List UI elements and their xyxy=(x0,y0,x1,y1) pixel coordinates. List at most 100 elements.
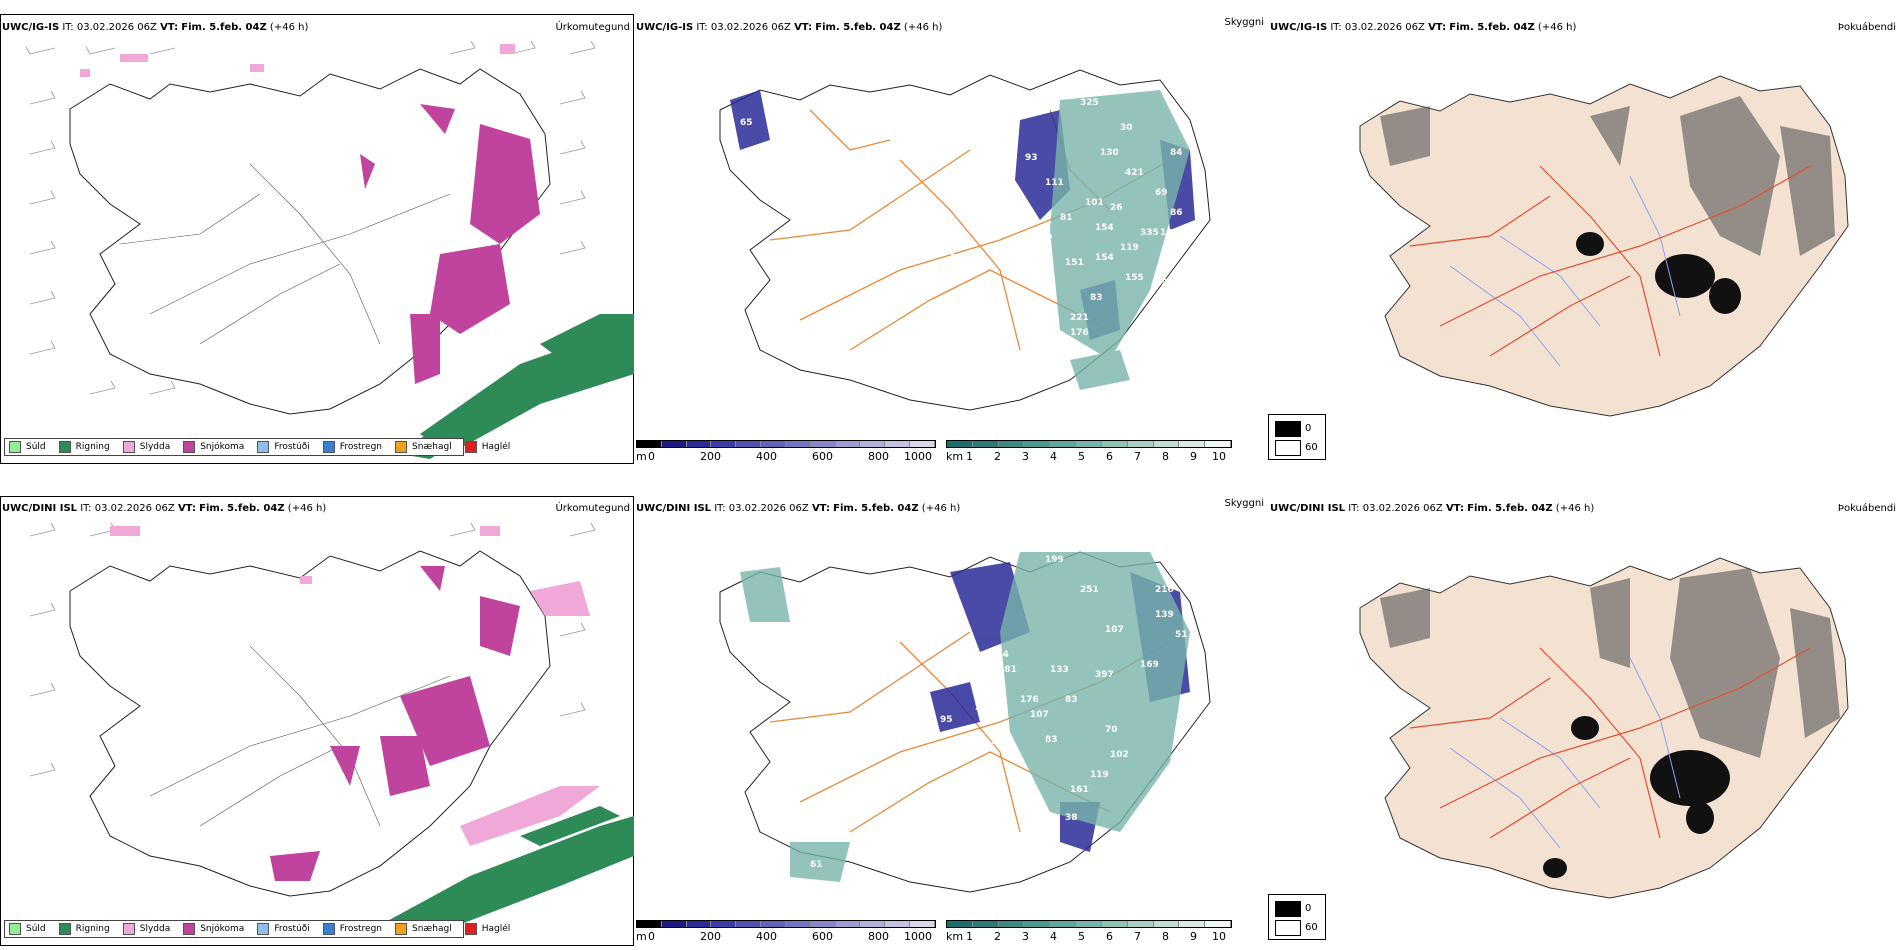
precip-panel-row1: Súld Rigning Slydda Snjókoma Frostúði Fr… xyxy=(0,14,634,464)
precip-title-row1: UWC/IG-IS IT: 03.02.2026 06Z VT: Fim. 5.… xyxy=(2,22,309,33)
snow-areas xyxy=(360,104,540,384)
svg-text:154: 154 xyxy=(1095,223,1114,233)
iceland-outline xyxy=(719,69,1211,411)
snow-areas xyxy=(270,566,520,881)
svg-text:77: 77 xyxy=(958,625,971,635)
svg-text:216: 216 xyxy=(1155,585,1174,595)
legend-item-rigning: Rigning xyxy=(58,441,110,453)
cloud-title-row1: UWC/IG-IS IT: 03.02.2026 06Z VT: Fim. 5.… xyxy=(636,22,943,33)
svg-text:118: 118 xyxy=(950,253,969,263)
legend-item-snaehagl: Snæhagl xyxy=(395,441,452,453)
svg-text:181: 181 xyxy=(998,665,1017,675)
svg-text:84: 84 xyxy=(1170,148,1183,158)
cloud-teal-areas xyxy=(1050,90,1190,390)
fog-legend-row2: 0 60 xyxy=(1268,894,1326,940)
visibility-colorbar-row1: km 1 2 3 4 5 6 7 8 9 10 xyxy=(946,440,1232,464)
svg-text:105: 105 xyxy=(1160,228,1179,238)
visibility-bar xyxy=(946,440,1232,448)
precip-map-row1 xyxy=(25,40,634,459)
svg-text:151: 151 xyxy=(1065,258,1084,268)
svg-text:221: 221 xyxy=(1070,313,1089,323)
iceland-outline xyxy=(69,550,551,897)
svg-text:325: 325 xyxy=(1080,98,1099,108)
fog-dark-areas xyxy=(1380,96,1835,256)
svg-text:144: 144 xyxy=(990,650,1009,660)
fog-black-areas xyxy=(1543,716,1730,878)
svg-text:38: 38 xyxy=(1065,813,1078,823)
svg-text:51: 51 xyxy=(1175,630,1188,640)
cloud-label-row1: Skyggni xyxy=(1224,17,1264,28)
cloudbase-colorbar-row2: m 0 200 400 600 800 1000 xyxy=(636,920,936,944)
svg-text:81: 81 xyxy=(1060,213,1073,223)
svg-text:65: 65 xyxy=(740,118,753,128)
cloudbase-colorbar-row1: m 0 200 400 600 800 1000 xyxy=(636,440,936,464)
svg-text:192: 192 xyxy=(1155,278,1174,288)
svg-text:161: 161 xyxy=(1070,785,1089,795)
cloudbase-unit: m xyxy=(636,450,647,463)
svg-text:397: 397 xyxy=(1095,670,1114,680)
svg-text:70: 70 xyxy=(1105,725,1118,735)
legend-item-haglel: Haglél xyxy=(464,441,510,453)
fog-label-row1: Þokuábendi xyxy=(1837,22,1896,33)
svg-text:207: 207 xyxy=(975,703,994,713)
legend-item-frostregn: Frostregn xyxy=(322,441,382,453)
precip-label-row1: Úrkomutegund xyxy=(555,22,630,33)
precip-panel-row2: Súld Rigning Slydda Snjókoma Frostúði Fr… xyxy=(0,496,634,946)
svg-text:176: 176 xyxy=(1020,695,1039,705)
cloud-title-row2: UWC/DINI ISL IT: 03.02.2026 06Z VT: Fim.… xyxy=(636,503,961,514)
cloud-map-row2: 199 251 216 139 107 51 77 144 169 181 13… xyxy=(719,551,1211,893)
svg-text:111: 111 xyxy=(1045,178,1064,188)
svg-text:199: 199 xyxy=(1045,555,1064,565)
sleet-areas xyxy=(110,526,600,846)
wind-barbs xyxy=(25,40,596,395)
svg-text:421: 421 xyxy=(1125,168,1144,178)
cloud-base-numbers: 325 30 130 421 84 111 93 81 101 26 69 86… xyxy=(740,98,1183,338)
svg-text:133: 133 xyxy=(1050,665,1069,675)
legend-item-frostudi: Frostúði xyxy=(257,441,310,453)
svg-text:93: 93 xyxy=(1025,153,1038,163)
legend-item-snjokoma: Snjókoma xyxy=(183,441,244,453)
cloud-base-numbers: 199 251 216 139 107 51 77 144 169 181 13… xyxy=(810,555,1188,870)
rain-areas xyxy=(360,806,634,936)
svg-text:61: 61 xyxy=(810,860,823,870)
cloud-teal-areas xyxy=(740,552,1190,882)
precip-title-row2: UWC/DINI ISL IT: 03.02.2026 06Z VT: Fim.… xyxy=(2,503,327,514)
svg-text:26: 26 xyxy=(1110,203,1123,213)
cloud-map-row1: 325 30 130 421 84 111 93 81 101 26 69 86… xyxy=(719,69,1211,411)
svg-text:119: 119 xyxy=(1090,770,1109,780)
svg-text:251: 251 xyxy=(1080,585,1099,595)
svg-text:102: 102 xyxy=(1110,750,1129,760)
visibility-colorbar-row2: km 1 2 3 4 5 6 7 8 9 10 xyxy=(946,920,1232,944)
svg-text:122: 122 xyxy=(990,737,1009,747)
fog-dark-areas xyxy=(1380,568,1840,758)
fog-title-row2: UWC/DINI ISL IT: 03.02.2026 06Z VT: Fim.… xyxy=(1270,503,1595,514)
svg-text:69: 69 xyxy=(1155,188,1168,198)
precip-label-row2: Úrkomutegund xyxy=(555,503,630,514)
fog-black-areas xyxy=(1576,232,1741,314)
rivers xyxy=(1449,175,1681,367)
rivers xyxy=(1449,657,1681,849)
svg-text:83: 83 xyxy=(1090,293,1103,303)
svg-text:83: 83 xyxy=(1045,735,1058,745)
svg-text:139: 139 xyxy=(1155,610,1174,620)
svg-text:119: 119 xyxy=(1120,243,1139,253)
fog-legend-row1: 0 60 xyxy=(1268,414,1326,460)
road-lines xyxy=(119,163,451,345)
wind-barbs xyxy=(29,522,596,777)
svg-text:169: 169 xyxy=(1140,660,1159,670)
svg-text:176: 176 xyxy=(1070,328,1089,338)
svg-text:155: 155 xyxy=(1125,273,1144,283)
cloudbase-bar xyxy=(636,440,936,448)
sleet-areas xyxy=(80,44,515,77)
precip-legend: Súld Rigning Slydda Snjókoma Frostúði Fr… xyxy=(4,920,510,938)
fog-label-row2: Þokuábendi xyxy=(1837,503,1896,514)
svg-text:154: 154 xyxy=(1095,253,1114,263)
cloud-label-row2: Skyggni xyxy=(1224,498,1264,509)
svg-text:335: 335 xyxy=(1140,228,1159,238)
svg-text:107: 107 xyxy=(1030,710,1049,720)
svg-text:107: 107 xyxy=(1105,625,1124,635)
roads xyxy=(1409,647,1811,839)
legend-item-slydda: Slydda xyxy=(122,441,170,453)
svg-text:95: 95 xyxy=(940,715,953,725)
svg-text:30: 30 xyxy=(1120,123,1133,133)
